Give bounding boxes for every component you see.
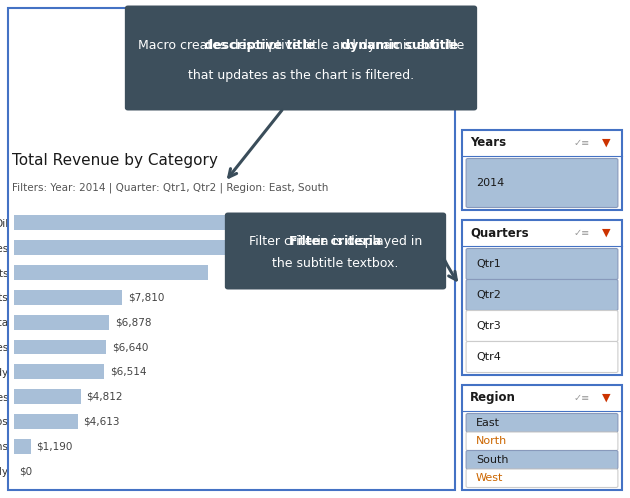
Text: $25,599: $25,599 bbox=[375, 218, 418, 228]
Text: $6,878: $6,878 bbox=[115, 317, 151, 327]
Text: ▼: ▼ bbox=[602, 138, 610, 148]
Text: ▼: ▼ bbox=[602, 228, 610, 238]
Bar bbox=[14, 216, 369, 231]
Bar bbox=[14, 315, 110, 330]
Text: Years: Years bbox=[470, 136, 506, 149]
Bar bbox=[14, 414, 78, 429]
Text: Macro creates descriptive title and dynamic subtitle: Macro creates descriptive title and dyna… bbox=[138, 39, 464, 52]
Bar bbox=[14, 365, 105, 379]
Bar bbox=[14, 340, 106, 355]
Text: ▼: ▼ bbox=[602, 393, 610, 403]
Text: West: West bbox=[476, 473, 503, 483]
Text: Total Revenue by Category: Total Revenue by Category bbox=[12, 153, 218, 168]
Text: Filters: Year: 2014 | Quarter: Qtr1, Qtr2 | Region: East, South: Filters: Year: 2014 | Quarter: Qtr1, Qtr… bbox=[12, 182, 328, 193]
Text: ✓≡: ✓≡ bbox=[574, 393, 590, 403]
Bar bbox=[14, 290, 122, 305]
Text: $4,812: $4,812 bbox=[86, 391, 123, 402]
Text: $4,613: $4,613 bbox=[84, 416, 120, 426]
Bar bbox=[14, 240, 264, 255]
Text: $0: $0 bbox=[20, 466, 33, 476]
Text: $7,810: $7,810 bbox=[128, 292, 164, 302]
Bar bbox=[14, 389, 81, 404]
Text: descriptive title      dynamic subtitle: descriptive title dynamic subtitle bbox=[144, 39, 459, 52]
Text: $1,190: $1,190 bbox=[36, 441, 72, 451]
Text: $6,514: $6,514 bbox=[110, 367, 146, 377]
Text: that updates as the chart is filtered.: that updates as the chart is filtered. bbox=[188, 70, 414, 83]
Text: North: North bbox=[476, 436, 507, 446]
Text: South: South bbox=[476, 455, 508, 465]
Text: Qtr2: Qtr2 bbox=[476, 290, 501, 300]
Text: Region: Region bbox=[470, 391, 516, 404]
Text: ✓≡: ✓≡ bbox=[574, 138, 590, 148]
Bar bbox=[14, 439, 30, 454]
Text: Filter criteria: Filter criteria bbox=[289, 235, 382, 248]
Text: $6,640: $6,640 bbox=[112, 342, 148, 352]
Text: Quarters: Quarters bbox=[470, 227, 529, 240]
Bar bbox=[14, 265, 208, 280]
Text: the subtitle textbox.: the subtitle textbox. bbox=[272, 257, 399, 270]
Text: Qtr4: Qtr4 bbox=[476, 352, 501, 362]
Text: 2014: 2014 bbox=[476, 178, 504, 188]
Text: East: East bbox=[476, 418, 500, 428]
Text: ✓≡: ✓≡ bbox=[574, 228, 590, 238]
Text: Qtr3: Qtr3 bbox=[476, 321, 501, 331]
Text: Qtr1: Qtr1 bbox=[476, 259, 501, 269]
Text: Filter criteria is displayed in: Filter criteria is displayed in bbox=[249, 235, 422, 248]
